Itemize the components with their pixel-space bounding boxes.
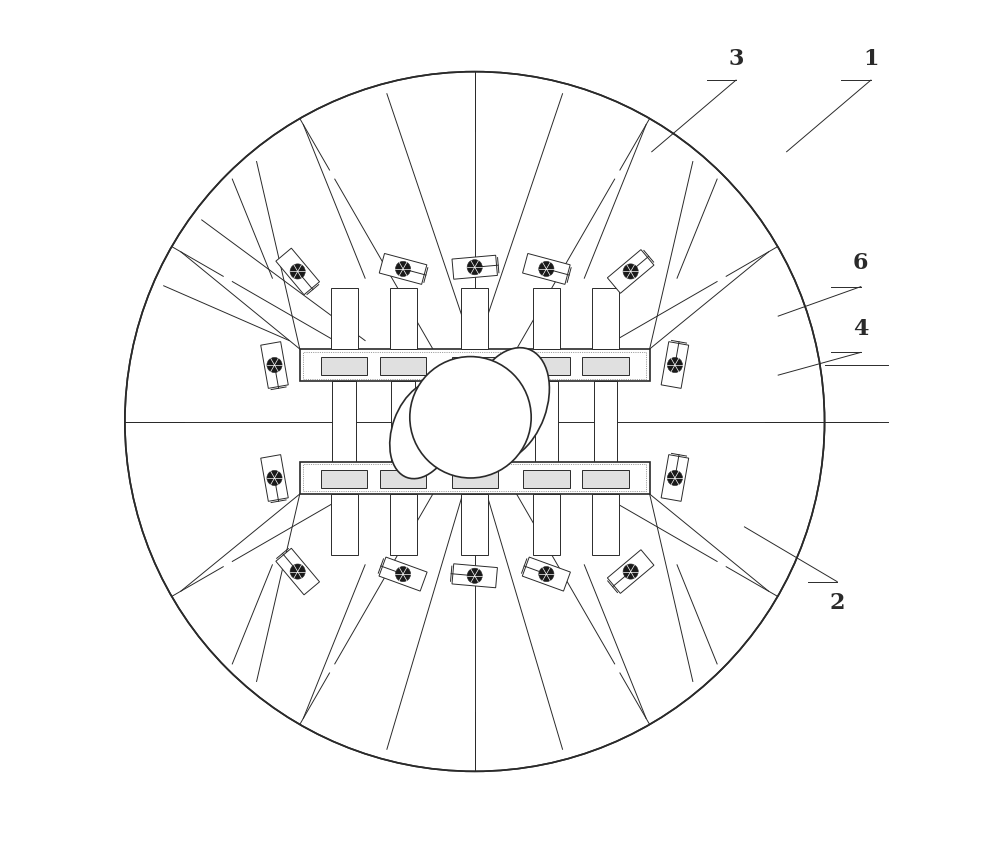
Bar — [523, 470, 570, 488]
Bar — [300, 349, 650, 381]
Circle shape — [125, 72, 825, 771]
Text: 3: 3 — [728, 48, 744, 70]
Bar — [592, 494, 619, 555]
Circle shape — [395, 566, 411, 582]
Circle shape — [623, 264, 638, 279]
Circle shape — [290, 564, 305, 579]
Bar — [592, 288, 619, 349]
Polygon shape — [276, 248, 320, 295]
Bar — [390, 494, 417, 555]
Bar — [380, 357, 426, 375]
Bar — [321, 357, 367, 375]
Text: 4: 4 — [853, 318, 868, 340]
Ellipse shape — [467, 347, 549, 462]
Bar — [582, 357, 629, 375]
Polygon shape — [522, 557, 570, 591]
Bar — [463, 381, 487, 462]
Text: 1: 1 — [863, 48, 879, 70]
Circle shape — [467, 568, 482, 583]
Polygon shape — [452, 255, 497, 279]
Bar — [461, 288, 488, 349]
Polygon shape — [379, 254, 427, 284]
Polygon shape — [661, 454, 689, 502]
Bar — [303, 464, 646, 491]
Bar — [533, 494, 560, 555]
Polygon shape — [379, 557, 427, 591]
Ellipse shape — [390, 381, 459, 479]
Bar — [332, 381, 356, 462]
Bar — [461, 494, 488, 555]
Circle shape — [267, 470, 282, 486]
Circle shape — [623, 564, 638, 579]
Circle shape — [539, 261, 554, 277]
Polygon shape — [276, 548, 320, 595]
Bar — [535, 381, 558, 462]
Circle shape — [667, 357, 683, 373]
Text: 6: 6 — [853, 252, 869, 274]
Bar — [452, 357, 498, 375]
Circle shape — [539, 566, 554, 582]
Polygon shape — [661, 341, 689, 389]
Polygon shape — [607, 550, 654, 593]
Polygon shape — [607, 250, 654, 293]
Bar — [391, 381, 415, 462]
Circle shape — [467, 260, 482, 275]
Bar — [452, 470, 498, 488]
Polygon shape — [261, 454, 288, 502]
Bar — [321, 470, 367, 488]
Circle shape — [667, 470, 683, 486]
Bar — [331, 288, 358, 349]
Bar — [331, 494, 358, 555]
Circle shape — [290, 264, 305, 279]
Bar — [303, 352, 646, 379]
Circle shape — [267, 357, 282, 373]
Text: 2: 2 — [829, 592, 845, 614]
Polygon shape — [261, 341, 288, 389]
Bar — [380, 470, 426, 488]
Bar — [300, 462, 650, 494]
Circle shape — [410, 357, 531, 478]
Bar — [523, 357, 570, 375]
Bar — [533, 288, 560, 349]
Bar — [582, 470, 629, 488]
Polygon shape — [523, 254, 570, 284]
Circle shape — [395, 261, 411, 277]
Bar — [390, 288, 417, 349]
Polygon shape — [452, 564, 497, 588]
Bar — [594, 381, 617, 462]
